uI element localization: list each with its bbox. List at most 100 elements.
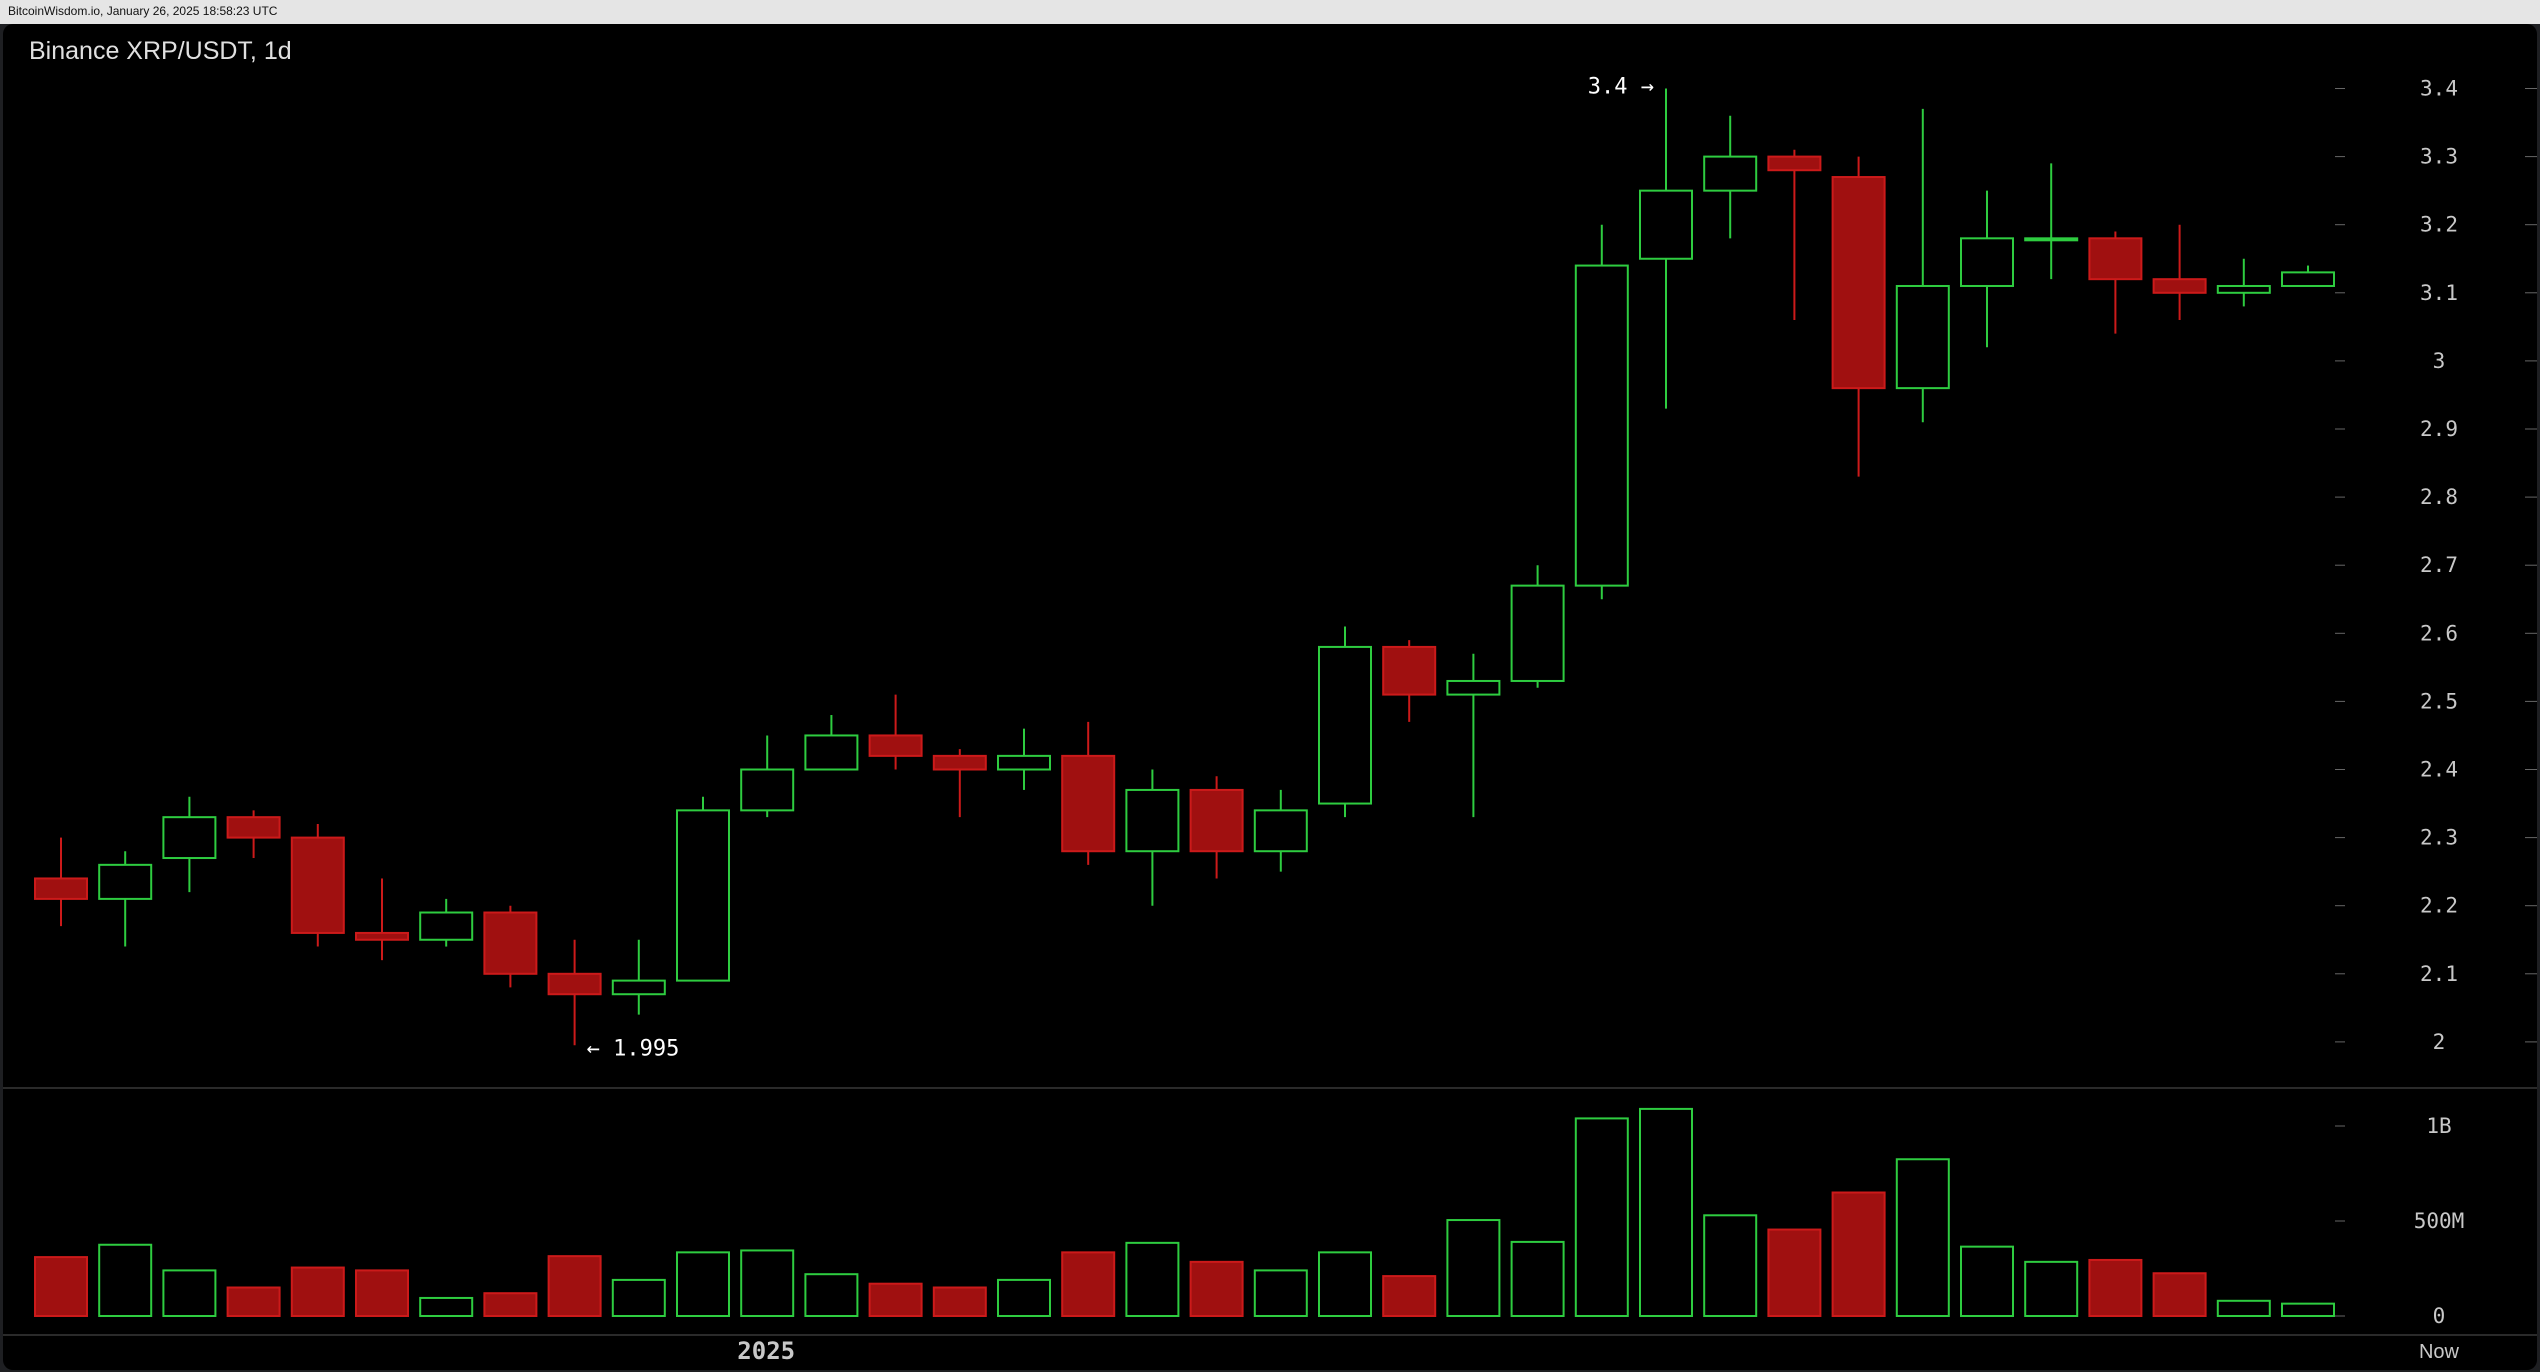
candle-body-up <box>740 768 795 812</box>
candle-body-down <box>932 754 987 771</box>
volume-tick-label: 1B <box>2426 1114 2451 1138</box>
volume-bar-up <box>1703 1214 1758 1318</box>
candle-body-up <box>1318 645 1372 805</box>
candle-body-up <box>1125 788 1180 853</box>
volume-bar-down <box>1767 1228 1822 1318</box>
price-tick-label: 3.4 <box>2420 77 2458 101</box>
volume-bar-down <box>1382 1275 1437 1317</box>
price-tick-label: 2 <box>2433 1030 2446 1054</box>
volume-bar-up <box>611 1278 666 1318</box>
candle-body-down <box>868 734 923 757</box>
candle-body-up <box>2281 271 2335 287</box>
price-tick-label: 3.1 <box>2420 281 2458 305</box>
volume-bar-up <box>1639 1107 1693 1318</box>
annotations-group: 3.4 → ← 1.995 <box>587 75 1654 1062</box>
candle-body-up <box>1510 584 1565 682</box>
time-axis: 2025 Now <box>737 1337 2459 1365</box>
candle-body-down <box>1767 155 1822 172</box>
chart-panel[interactable]: Binance XRP/USDT, 1d 3.4 3.3 3.2 3.1 3 2.9 2.8… <box>3 24 2537 1370</box>
volume-bar-up <box>419 1296 474 1317</box>
candle-body-down <box>2088 237 2143 281</box>
candle-body-up <box>2216 284 2271 294</box>
volume-bar-up <box>740 1249 795 1317</box>
price-tick-label: 2.7 <box>2420 553 2458 577</box>
price-tick-label: 3 <box>2433 349 2446 373</box>
volume-bar-up <box>1318 1251 1372 1317</box>
volume-bar-up <box>676 1251 730 1317</box>
volume-bar-up <box>1574 1117 1629 1318</box>
price-tick-label: 2.3 <box>2420 826 2458 850</box>
volume-bar-up <box>98 1243 153 1317</box>
volume-bar-up <box>1895 1158 1950 1317</box>
candle-body-down <box>2152 278 2207 294</box>
candle-body-down <box>226 816 281 839</box>
volume-bar-up <box>1125 1241 1180 1317</box>
volume-bar-down <box>932 1286 987 1317</box>
candles-group <box>34 88 2335 1046</box>
volume-axis: 1B 500M 0 <box>2335 1114 2464 1328</box>
candle-body-down <box>290 836 345 934</box>
candle-body-up <box>1639 189 1693 260</box>
volume-bar-up <box>997 1278 1051 1318</box>
candle-body-down <box>1831 176 1886 390</box>
volume-bar-up <box>1446 1219 1501 1318</box>
candle-body-up <box>1446 679 1501 696</box>
price-tick-label: 3.2 <box>2420 213 2458 237</box>
volume-bar-down <box>34 1256 88 1317</box>
volume-bar-down <box>2152 1272 2207 1317</box>
candle-body-up <box>676 809 730 982</box>
price-tick-label: 2.5 <box>2420 689 2458 713</box>
candle-body-down <box>1061 754 1116 853</box>
candle-body-down <box>1382 645 1437 696</box>
volume-bar-down <box>290 1266 345 1318</box>
price-tick-label: 2.2 <box>2420 894 2458 918</box>
candle-body-down <box>1189 788 1244 853</box>
volume-bar-down <box>868 1282 923 1317</box>
candle-body-up <box>611 979 666 996</box>
candle-body-down <box>34 877 88 900</box>
candle-body-up <box>1960 237 2014 287</box>
candle-body-down <box>483 911 538 975</box>
volume-bar-down <box>226 1286 281 1317</box>
candle-body-up <box>997 754 1051 771</box>
volume-bar-up <box>162 1269 217 1318</box>
candle-body-up <box>419 911 474 941</box>
volume-bar-up <box>1510 1240 1565 1318</box>
candlestick-chart[interactable]: Binance XRP/USDT, 1d 3.4 3.3 3.2 3.1 3 2.9 2.8… <box>3 24 2537 1370</box>
header-bar: BitcoinWisdom.io, January 26, 2025 18:58… <box>0 0 2540 24</box>
candle-body-up <box>804 734 859 771</box>
volume-bar-down <box>1189 1260 1244 1317</box>
volume-bar-up <box>2281 1302 2335 1318</box>
volume-bar-down <box>483 1292 538 1317</box>
timestamp-label: BitcoinWisdom.io, January 26, 2025 18:58… <box>8 4 278 18</box>
price-tick-label: 2.8 <box>2420 485 2458 509</box>
candle-body-up <box>162 816 217 860</box>
volume-bar-down <box>547 1255 602 1318</box>
chart-title: Binance XRP/USDT, 1d <box>29 37 292 65</box>
volume-bar-up <box>804 1273 859 1317</box>
low-annotation: ← 1.995 <box>587 1036 680 1061</box>
volume-bar-down <box>355 1269 409 1318</box>
year-label: 2025 <box>737 1337 795 1365</box>
candle-body-down <box>355 931 409 941</box>
candle-body-up <box>98 863 153 900</box>
volume-bar-down <box>1061 1251 1116 1317</box>
price-tick-label: 2.9 <box>2420 417 2458 441</box>
high-annotation: 3.4 → <box>1588 75 1654 100</box>
volume-bar-up <box>1960 1245 2014 1318</box>
candle-body-up <box>1253 809 1308 853</box>
volume-bar-down <box>1831 1191 1886 1317</box>
volume-bars-group <box>34 1107 2335 1318</box>
price-tick-label: 3.3 <box>2420 145 2458 169</box>
now-label: Now <box>2419 1341 2460 1363</box>
volume-bar-down <box>2088 1258 2143 1317</box>
price-tick-label: 2.4 <box>2420 758 2458 782</box>
candle-body-up <box>1895 284 1950 390</box>
volume-tick-label: 0 <box>2433 1304 2446 1328</box>
candle-body-down <box>547 972 602 996</box>
volume-tick-label: 500M <box>2414 1209 2465 1233</box>
price-tick-label: 2.6 <box>2420 621 2458 645</box>
candle-body-up <box>2024 237 2079 242</box>
price-tick-label: 2.1 <box>2420 962 2458 986</box>
candle-body-up <box>1703 155 1758 192</box>
